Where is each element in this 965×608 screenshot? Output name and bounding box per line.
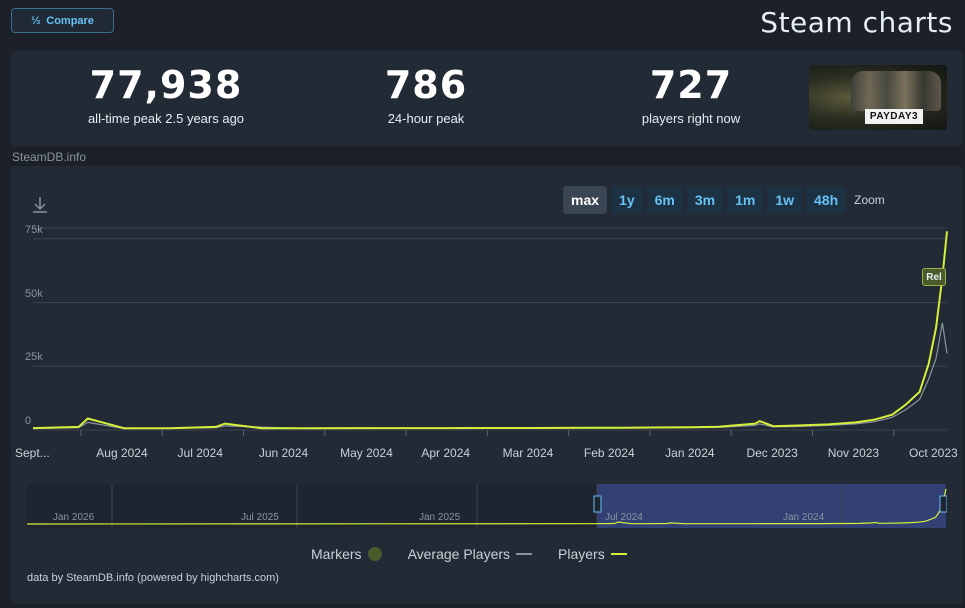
average-swatch [516, 553, 533, 555]
legend-average[interactable]: Average Players [407, 546, 533, 562]
zoom-label: Zoom [854, 193, 885, 207]
credit-bottom: data by SteamDB.info (powered by highcha… [27, 572, 279, 584]
release-marker[interactable]: Rel [922, 268, 946, 286]
navigator-selection[interactable] [597, 484, 946, 528]
x-tick-label: Sept... [15, 446, 50, 460]
compare-label: Compare [46, 14, 94, 27]
players-now-label: players right now [641, 111, 741, 126]
game-thumbnail[interactable]: PAYDAY3 [809, 65, 947, 130]
navigator-handle[interactable] [593, 495, 602, 513]
zoom-button-1y[interactable]: 1y [611, 186, 643, 214]
navigator-label: Jul 2025 [241, 512, 279, 523]
x-tick-label: Dec 2023 [746, 446, 798, 460]
all-time-peak-stat: 77,938 all-time peak 2.5 years ago [36, 63, 296, 126]
x-tick-label: Mar 2024 [502, 446, 554, 460]
all-time-peak-value: 77,938 [89, 63, 243, 107]
compare-button[interactable]: ⅓ Compare [11, 8, 114, 33]
navigator[interactable] [27, 484, 947, 528]
page-title: Steam charts [760, 6, 953, 39]
zoom-button-1w[interactable]: 1w [767, 186, 802, 214]
all-time-peak-label: all-time peak 2.5 years ago [87, 111, 245, 126]
zoom-button-48h[interactable]: 48h [806, 186, 847, 214]
players-now-value: 727 [649, 63, 733, 107]
navigator-handle[interactable] [939, 495, 947, 513]
24h-peak-value: 786 [384, 63, 468, 107]
players-now-stat: 727 players right now [561, 63, 821, 126]
x-tick-label: Nov 2023 [827, 446, 880, 460]
credit-top: SteamDB.info [12, 150, 87, 164]
zoom-button-max[interactable]: max [563, 186, 608, 214]
y-tick-label: 25k [25, 351, 43, 364]
x-tick-label: Aug 2024 [96, 446, 148, 460]
legend-players-label: Players [558, 546, 605, 562]
zoom-button-6m[interactable]: 6m [646, 186, 683, 214]
average-series-line[interactable] [32, 322, 948, 430]
legend-players[interactable]: Players [558, 546, 627, 562]
legend-markers[interactable]: Markers [311, 546, 382, 562]
x-tick-label: Jun 2024 [258, 446, 309, 460]
compare-icon: ⅓ [31, 14, 41, 27]
x-tick-label: May 2024 [340, 446, 393, 460]
x-tick-label: Jan 2024 [665, 446, 715, 460]
game-logo: PAYDAY3 [865, 109, 923, 124]
legend-markers-label: Markers [311, 546, 362, 562]
navigator-label: Jan 2024 [783, 512, 825, 523]
download-icon[interactable] [29, 194, 51, 216]
y-tick-label: 0 [25, 415, 32, 427]
24h-peak-label: 24-hour peak [387, 111, 465, 126]
24h-peak-stat: 786 24-hour peak [296, 63, 556, 126]
navigator-label: Jan 2025 [419, 512, 461, 523]
x-tick-label: Jul 2024 [177, 446, 223, 460]
stats-panel: 77,938 all-time peak 2.5 years ago 786 2… [11, 51, 963, 146]
navigator-series-line [27, 488, 947, 525]
navigator-label: Jul 2024 [605, 512, 643, 523]
top-bar: ⅓ Compare Steam charts [0, 0, 965, 44]
legend-average-label: Average Players [407, 546, 511, 562]
zoom-controls: max 1y 6m 3m 1m 1w 48h Zoom [563, 186, 885, 214]
y-tick-label: 75k [25, 223, 43, 236]
game-art [851, 71, 941, 111]
x-tick-label: Feb 2024 [583, 446, 635, 460]
zoom-button-1m[interactable]: 1m [727, 186, 764, 214]
markers-swatch [367, 547, 382, 561]
players-chart [32, 227, 948, 436]
zoom-button-3m[interactable]: 3m [686, 186, 724, 214]
legend: Markers Average Players Players [311, 546, 627, 562]
x-tick-label: Oct 2023 [909, 446, 958, 460]
navigator-label: Jan 2026 [53, 512, 95, 523]
x-tick-label: Apr 2024 [421, 446, 471, 460]
players-swatch [610, 553, 627, 555]
chart-panel: max 1y 6m 3m 1m 1w 48h Zoom 75k 50k 25k 0 O… [11, 166, 963, 604]
players-series-line[interactable] [32, 231, 948, 430]
y-tick-label: 50k [25, 287, 43, 300]
